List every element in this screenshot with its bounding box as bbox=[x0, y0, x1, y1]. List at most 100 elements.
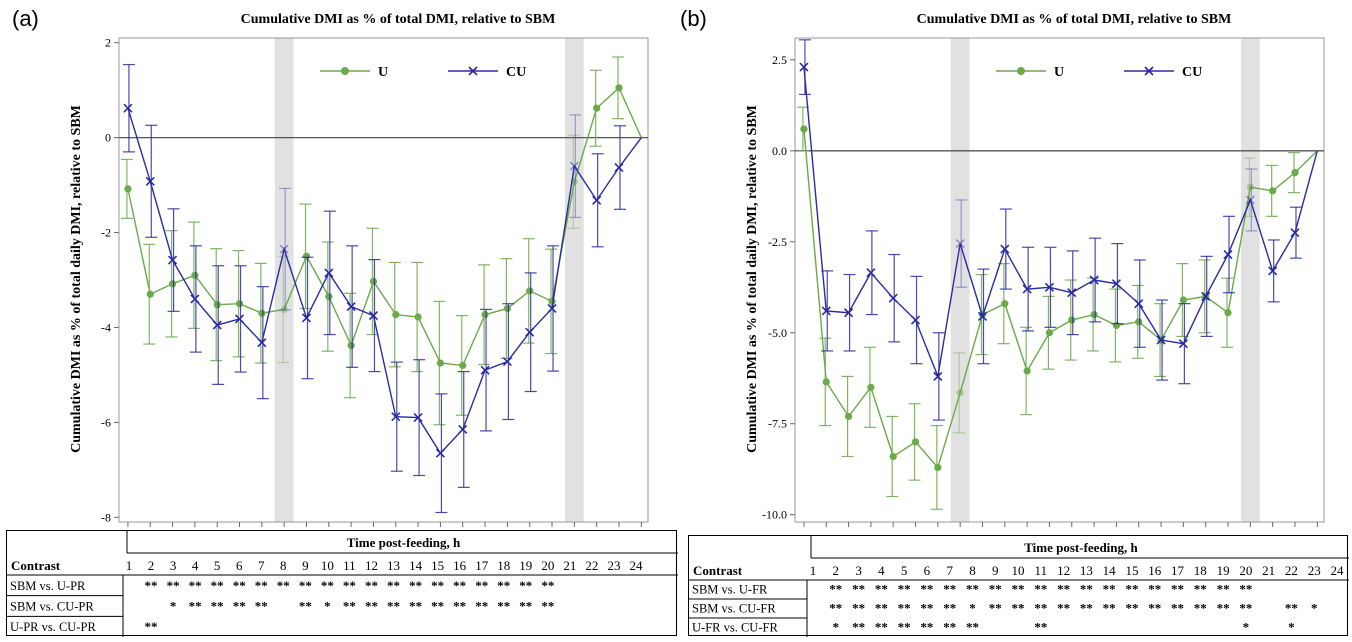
table-a-time-header: Time post-feeding, h bbox=[347, 535, 461, 550]
table-b-sig-mark: ** bbox=[920, 601, 933, 616]
table-b-hour-label: 24 bbox=[1331, 563, 1345, 578]
chart-b-cu-point bbox=[821, 306, 831, 316]
chart-b-ytick-label: -7.5 bbox=[768, 417, 787, 431]
chart-b-cu-point bbox=[1268, 266, 1278, 276]
chart-a-ytick-label: -2 bbox=[101, 226, 111, 240]
chart-b-u-point bbox=[1045, 329, 1054, 337]
table-a-hour-label: 11 bbox=[343, 558, 356, 573]
table-b-sig-mark: * bbox=[1288, 620, 1295, 635]
table-a-sig-mark: ** bbox=[387, 599, 400, 614]
table-a-hour-label: 6 bbox=[236, 558, 243, 573]
panel-b-letter: (b) bbox=[680, 6, 707, 31]
chart-b-u-point bbox=[1246, 183, 1254, 191]
table-a-sig-mark: ** bbox=[277, 578, 290, 593]
chart-a-cu-point bbox=[458, 424, 468, 435]
table-b-sig-mark: * bbox=[1311, 601, 1318, 616]
chart-b-series-cu bbox=[798, 39, 1318, 421]
chart-a-u-point bbox=[191, 271, 199, 279]
table-b-hour-label: 7 bbox=[946, 563, 953, 578]
chart-b-u-point bbox=[822, 378, 830, 386]
table-b-sig-mark: ** bbox=[989, 582, 1002, 597]
chart-b-cu-point bbox=[1000, 244, 1010, 254]
table-a-hour-label: 15 bbox=[431, 558, 444, 573]
chart-a-u-point bbox=[369, 277, 378, 286]
chart-a-cu-point bbox=[391, 412, 401, 422]
table-a-sig-mark: ** bbox=[497, 578, 510, 593]
table-b-sig-mark: * bbox=[969, 601, 976, 616]
chart-b-u-point bbox=[1179, 296, 1187, 304]
chart-b-u-point bbox=[1291, 169, 1299, 177]
chart-a-u-point bbox=[414, 313, 422, 321]
chart-b-ytick-label: -10.0 bbox=[762, 508, 787, 522]
chart-b-ytick-label: -5.0 bbox=[768, 326, 787, 340]
table-a-hour-label: 18 bbox=[497, 558, 510, 573]
chart-a-u-point bbox=[325, 293, 333, 301]
table-a-hour-label: 24 bbox=[630, 558, 644, 573]
chart-a-ylabel: Cumulative DMI as % of total daily DMI, … bbox=[69, 105, 84, 453]
table-b-contrast-label: SBM vs. CU-FR bbox=[692, 602, 776, 616]
table-a-sig-mark: ** bbox=[189, 578, 202, 593]
table-b-sig-mark: ** bbox=[1057, 601, 1070, 616]
table-b-sig-mark: ** bbox=[829, 601, 842, 616]
table-b-contrast-label: U-FR vs. CU-FR bbox=[692, 621, 778, 635]
chart-b-u-point bbox=[956, 389, 964, 397]
chart-b-u-point bbox=[800, 125, 808, 133]
table-a-sig-mark: ** bbox=[189, 599, 202, 614]
chart-a-cu-point bbox=[346, 302, 356, 312]
table-b-sig-mark: ** bbox=[943, 582, 956, 597]
chart-b-cu-point bbox=[1022, 284, 1032, 294]
table-a-sig-mark: ** bbox=[431, 578, 444, 593]
chart-b-u-point bbox=[1090, 310, 1098, 319]
table-a-hour-label: 10 bbox=[321, 558, 334, 573]
chart-b-u-point bbox=[1135, 318, 1143, 326]
chart-b-u-point bbox=[1001, 300, 1009, 308]
chart-a-ytick-label: 0 bbox=[105, 131, 111, 145]
table-b-hour-label: 17 bbox=[1171, 563, 1185, 578]
chart-b-cu-point bbox=[910, 315, 921, 325]
table-b-sig-mark: ** bbox=[898, 582, 911, 597]
table-b-hour-label: 22 bbox=[1285, 563, 1298, 578]
chart-a-u-point bbox=[280, 305, 288, 314]
table-b-sig-mark: ** bbox=[1217, 601, 1230, 616]
chart-a-ytick-label: -4 bbox=[101, 320, 111, 334]
chart-a-u-point bbox=[258, 309, 266, 317]
table-a-sig-mark: ** bbox=[475, 599, 488, 614]
chart-a-legend-u-marker bbox=[341, 67, 349, 75]
table-a-sig-mark: ** bbox=[145, 619, 158, 634]
chart-a-legend: U CU bbox=[320, 65, 526, 80]
contrast-table-b: Time post-feeding, h Contrast 1 2 3 4 5 6 7 8 9 10 1… bbox=[688, 535, 1349, 637]
table-b-hour-label: 13 bbox=[1080, 563, 1093, 578]
table-b-hour-label: 9 bbox=[992, 563, 999, 578]
table-b-sig-mark: ** bbox=[1194, 582, 1207, 597]
chart-b-u-line bbox=[803, 128, 1318, 469]
chart-a-ytick-label: 2 bbox=[105, 36, 111, 50]
table-b-hour-label: 12 bbox=[1057, 563, 1070, 578]
chart-a-cu-point bbox=[190, 294, 200, 304]
table-b-sig-mark: ** bbox=[829, 582, 842, 597]
table-b-contrast-header: Contrast bbox=[693, 563, 743, 578]
chart-b-cu-point bbox=[1067, 288, 1077, 298]
chart-a-cu-point bbox=[123, 103, 133, 113]
table-b-sig-mark: ** bbox=[1239, 601, 1252, 616]
table-a-contrast-label: SBM vs. U-PR bbox=[10, 579, 86, 593]
chart-a-legend-cu-marker bbox=[468, 66, 478, 76]
table-a-sig-mark: ** bbox=[233, 599, 246, 614]
table-a-contrast-label: SBM vs. CU-PR bbox=[10, 600, 94, 614]
table-a-sig-mark: ** bbox=[497, 599, 510, 614]
chart-a-u-point bbox=[593, 104, 601, 112]
table-a-hour-label: 8 bbox=[280, 558, 287, 573]
table-a-sig-mark: ** bbox=[431, 599, 444, 614]
table-b-sig-mark: ** bbox=[943, 620, 956, 635]
table-b-sig-mark: ** bbox=[1103, 582, 1116, 597]
table-a-sig-mark: ** bbox=[409, 578, 422, 593]
chart-b-cu-point bbox=[1111, 279, 1121, 289]
table-b-sig-mark: ** bbox=[966, 582, 979, 597]
chart-a-cu-point bbox=[168, 255, 178, 265]
table-b-sig-mark: ** bbox=[1012, 582, 1025, 597]
table-b-hour-label: 20 bbox=[1239, 563, 1252, 578]
table-a-hour-label: 16 bbox=[453, 558, 467, 573]
table-b-hour-label: 4 bbox=[878, 563, 885, 578]
chart-b-u-point bbox=[844, 412, 853, 421]
table-b-hour-label: 3 bbox=[855, 563, 862, 578]
table-a-hour-label: 5 bbox=[214, 558, 221, 573]
